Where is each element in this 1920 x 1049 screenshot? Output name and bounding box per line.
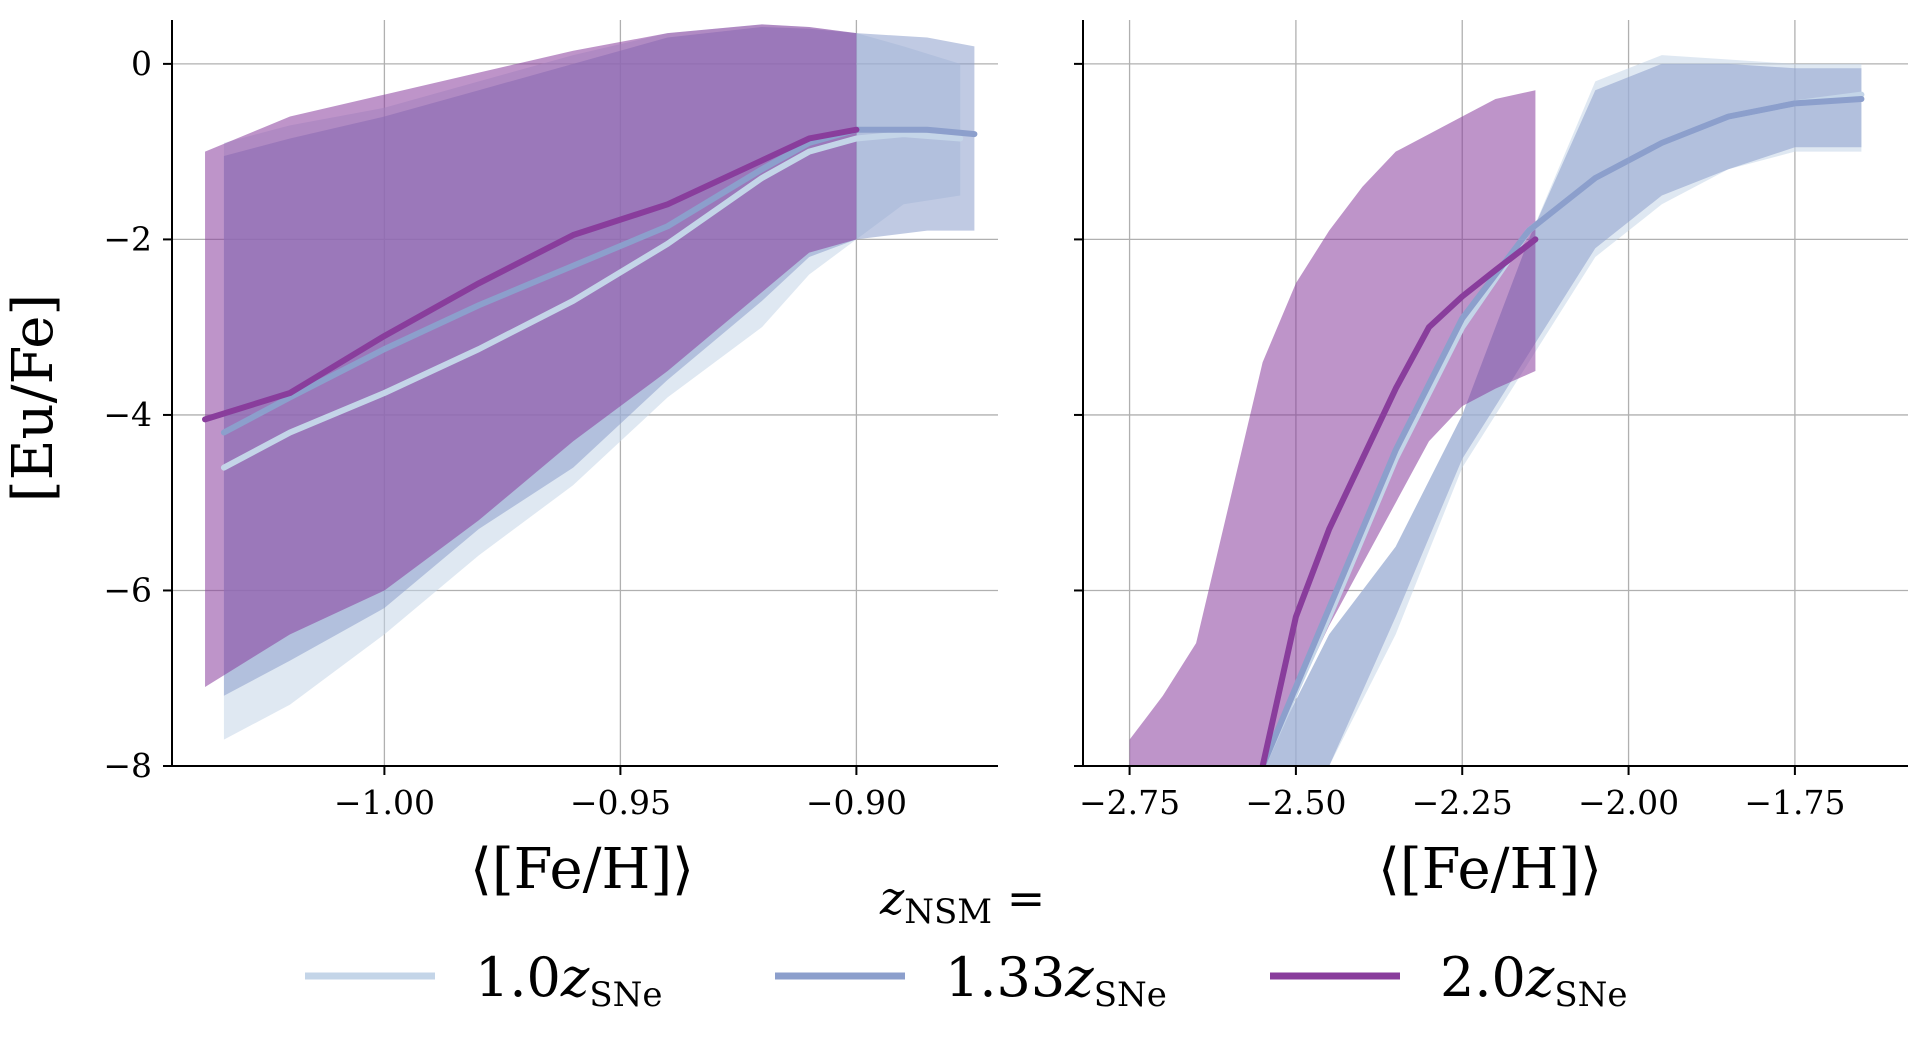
band-z2: [205, 24, 857, 688]
legend-coef-z133: 1.33: [945, 946, 1065, 1009]
legend-sub-z2: SNe: [1554, 975, 1627, 1015]
line-z2: [1259, 236, 1539, 766]
band-z133: [1129, 63, 1862, 766]
legend-coef-z2: 2.0: [1440, 946, 1526, 1009]
plot-area: [1129, 55, 1865, 766]
line-z1: [220, 131, 964, 471]
x-tick-label: −1.75: [1744, 783, 1845, 822]
legend-label-z1: 1.0zSNe: [475, 946, 663, 1015]
band-z2: [1129, 90, 1536, 766]
legend-sub-z1: SNe: [589, 975, 662, 1015]
line-z2: [202, 126, 860, 423]
legend-title: zNSM =: [879, 871, 1045, 932]
x-tick-label: −2.50: [1245, 783, 1346, 822]
y-tick-label: −4: [103, 395, 152, 434]
x-tick-label: −2.00: [1578, 783, 1679, 822]
y-tick-label: −2: [103, 219, 152, 258]
y-axis-label: [Eu/Fe]: [1, 294, 66, 502]
legend-symbol-z2: z: [1525, 946, 1555, 1009]
x-tick-label: −0.95: [570, 783, 671, 822]
legend-label-z2: 2.0zSNe: [1440, 946, 1628, 1015]
legend-coef-z1: 1.0: [475, 946, 561, 1009]
y-tick-label: 0: [131, 44, 152, 83]
x-tick-label: −1.00: [334, 783, 435, 822]
legend-title-subscript: NSM: [904, 892, 992, 932]
legend: zNSM = 1.0zSNe 1.33zSNe 2.0zSNe: [305, 871, 1628, 1015]
y-tick-label: −6: [103, 570, 152, 609]
legend-sub-z133: SNe: [1094, 975, 1167, 1015]
x-axis-label-left: ⟨[Fe/H]⟩: [470, 837, 694, 902]
legend-symbol-z133: z: [1064, 946, 1094, 1009]
x-axis-label-right: ⟨[Fe/H]⟩: [1378, 837, 1602, 902]
x-tick-label: −2.75: [1079, 783, 1180, 822]
x-tick-label: −0.90: [806, 783, 907, 822]
right-panel: −2.75 −2.50 −2.25 −2.00 −1.75: [1074, 20, 1908, 822]
legend-title-suffix: =: [992, 871, 1045, 925]
legend-symbol-z1: z: [560, 946, 590, 1009]
left-panel: −1.00 −0.95 −0.90 0 −2 −4 −6 −8: [103, 20, 998, 822]
legend-label-z133: 1.33zSNe: [945, 946, 1167, 1015]
plot-area: [202, 24, 978, 740]
line-z133: [220, 126, 978, 436]
x-tick-label: −2.25: [1412, 783, 1513, 822]
band-z1: [1129, 55, 1862, 766]
legend-title-symbol: z: [879, 871, 905, 925]
y-tick-label: −8: [103, 746, 152, 785]
line-z133: [1259, 95, 1865, 766]
